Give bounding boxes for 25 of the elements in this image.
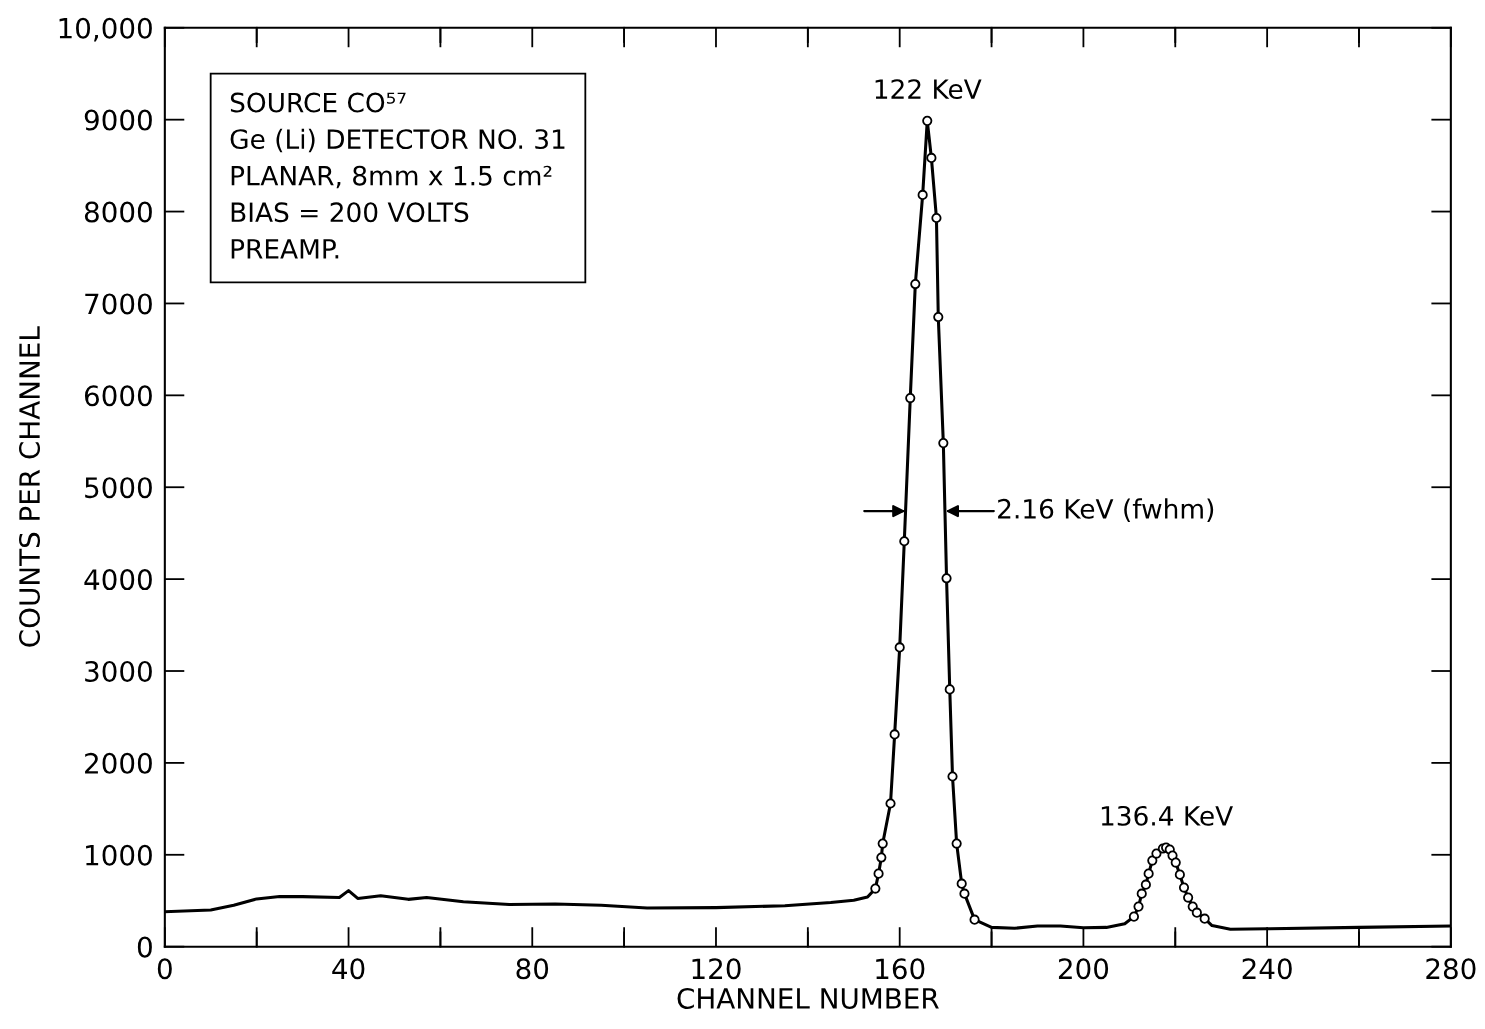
annotation: 136.4 KeV	[1101, 805, 1233, 826]
y-tick-label: 9000	[84, 109, 152, 131]
y-tick-label: 5000	[85, 477, 152, 499]
y-tick-label: 2000	[85, 752, 152, 774]
x-tick-label: 40	[332, 958, 365, 980]
x-tick-label: 80	[516, 958, 549, 980]
annotation: SOURCE CO⁵⁷ Ge (Li) DETECTOR NO. 31 PLANAR, 8mm x 1.5 cm² BIAS = 200 VOLTS PREAMP.	[230, 92, 565, 259]
annotation: 122 KeV	[875, 79, 982, 100]
x-tick-label: 280	[1426, 958, 1476, 980]
y-tick-label: 0	[137, 936, 152, 958]
y-tick-label: 1000	[86, 844, 152, 866]
y-tick-label: 6000	[84, 385, 152, 407]
y-axis-title: COUNTS PER CHANNEL	[19, 326, 41, 647]
x-tick-label: 160	[876, 958, 925, 980]
annotation: 2.16 KeV (fwhm)	[998, 498, 1214, 522]
x-tick-label: 120	[692, 958, 741, 980]
x-tick-label: 0	[157, 958, 172, 980]
y-tick-label: 8000	[84, 201, 152, 223]
x-axis-title: CHANNEL NUMBER	[677, 987, 939, 1009]
x-tick-label: 200	[1058, 958, 1109, 980]
y-tick-label: 4000	[84, 569, 152, 591]
x-tick-label: 240	[1242, 958, 1292, 980]
y-tick-label: 10,000	[59, 17, 152, 42]
y-tick-label: 7000	[85, 293, 152, 315]
y-tick-label: 3000	[85, 660, 152, 682]
